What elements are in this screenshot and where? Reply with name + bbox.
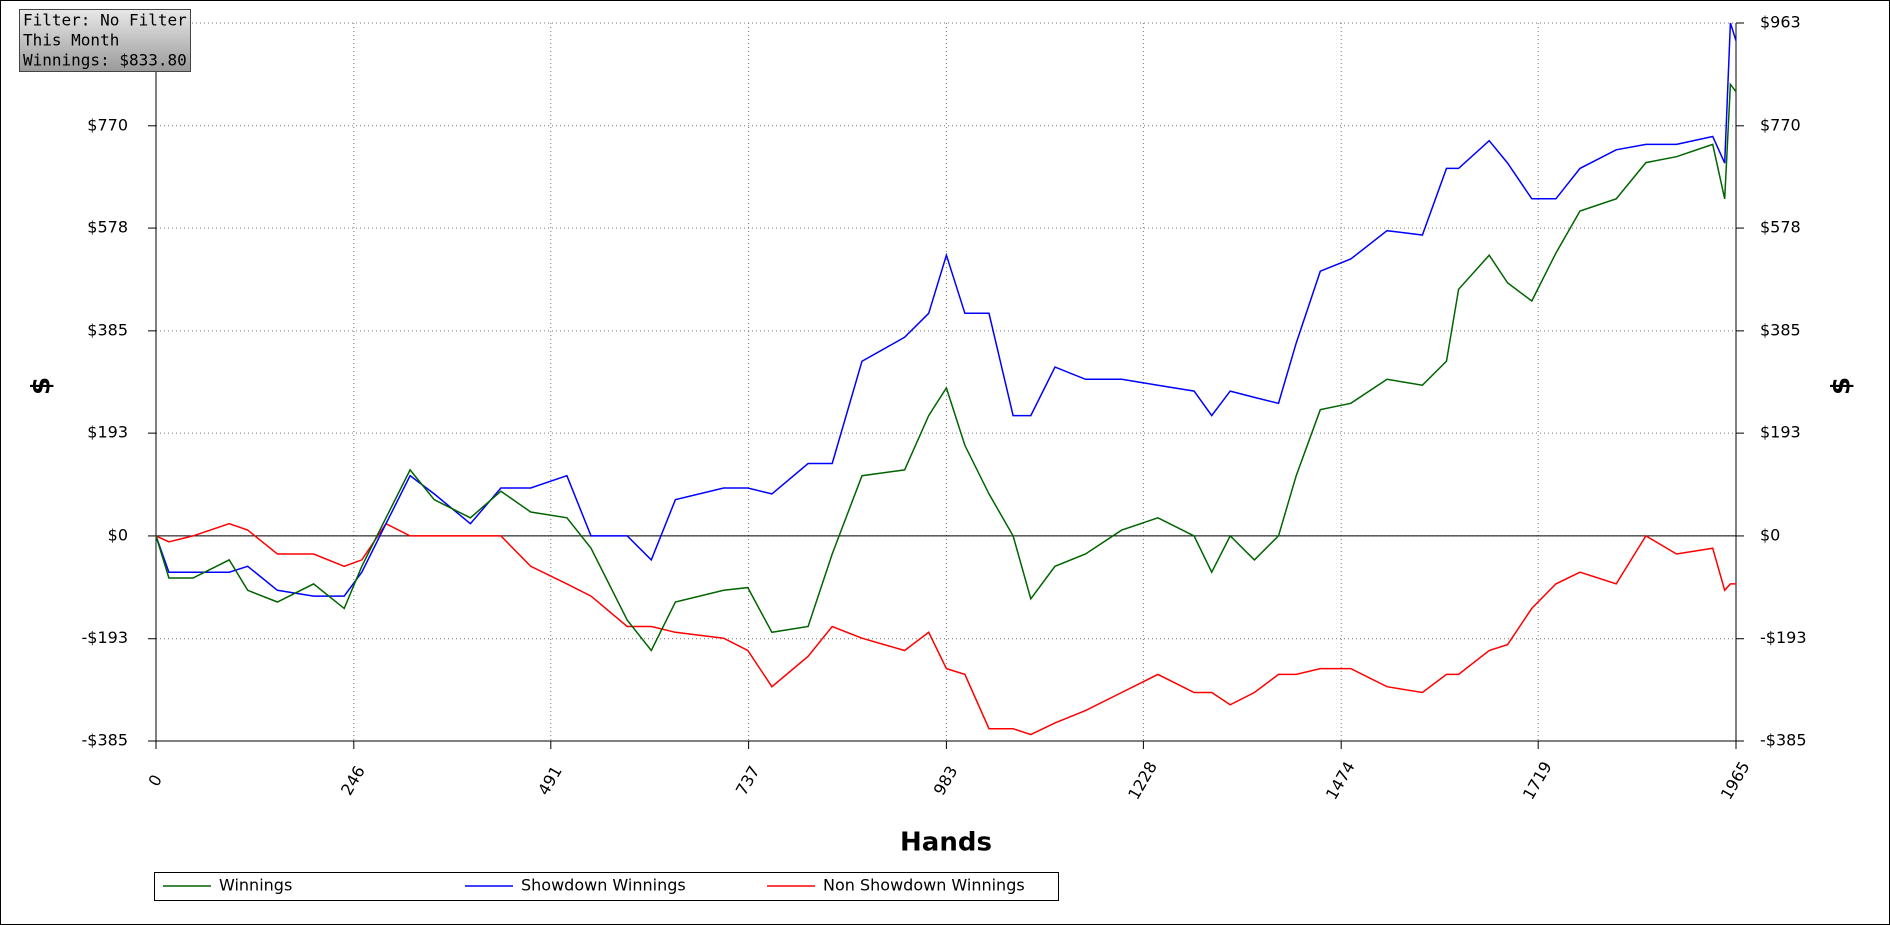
- series-line: [155, 522, 1736, 736]
- x-tick-label: 1228: [1124, 758, 1161, 803]
- y2-tick-label: $0: [1760, 525, 1780, 544]
- x-tick-label: 1474: [1322, 758, 1359, 803]
- x-tick-label: 1719: [1519, 758, 1556, 803]
- y-tick-label: -$193: [82, 628, 129, 647]
- filter-text: This Month: [23, 31, 119, 50]
- y-axis-title: $: [27, 377, 57, 395]
- x-tick-label: 0: [144, 771, 166, 789]
- y2-tick-label: $385: [1760, 320, 1801, 339]
- legend-label: Showdown Winnings: [521, 876, 686, 895]
- y-tick-label: $770: [87, 115, 128, 134]
- y2-tick-label: $963: [1760, 13, 1801, 32]
- filter-box: [19, 9, 191, 72]
- x-tick-label: 491: [534, 763, 566, 799]
- x-tick-label: 1965: [1717, 758, 1754, 803]
- y-tick-label: $385: [87, 320, 128, 339]
- x-axis-title: Hands: [900, 828, 992, 858]
- y2-tick-label: $770: [1760, 115, 1801, 134]
- series-line: [155, 82, 1737, 652]
- y2-tick-label: -$385: [1760, 731, 1807, 750]
- y-tick-label: -$385: [82, 731, 129, 750]
- y-tick-label: $193: [87, 423, 128, 442]
- legend-label: Non Showdown Winnings: [823, 876, 1025, 895]
- y-tick-label: $578: [87, 218, 128, 237]
- x-tick-label: 983: [930, 763, 962, 799]
- y-tick-label: $0: [108, 525, 128, 544]
- series-line: [155, 22, 1737, 597]
- filter-text: Filter: No Filter: [23, 11, 187, 30]
- legend-box: [154, 872, 1059, 901]
- y2-axis-title: $: [1827, 377, 1857, 395]
- y2-tick-label: $193: [1760, 423, 1801, 442]
- x-tick-label: 737: [732, 763, 764, 799]
- x-tick-label: 246: [337, 763, 369, 799]
- y2-tick-label: $578: [1760, 218, 1801, 237]
- filter-text: Winnings: $833.80: [23, 51, 187, 70]
- legend-label: Winnings: [219, 876, 292, 895]
- y2-tick-label: -$193: [1760, 628, 1807, 647]
